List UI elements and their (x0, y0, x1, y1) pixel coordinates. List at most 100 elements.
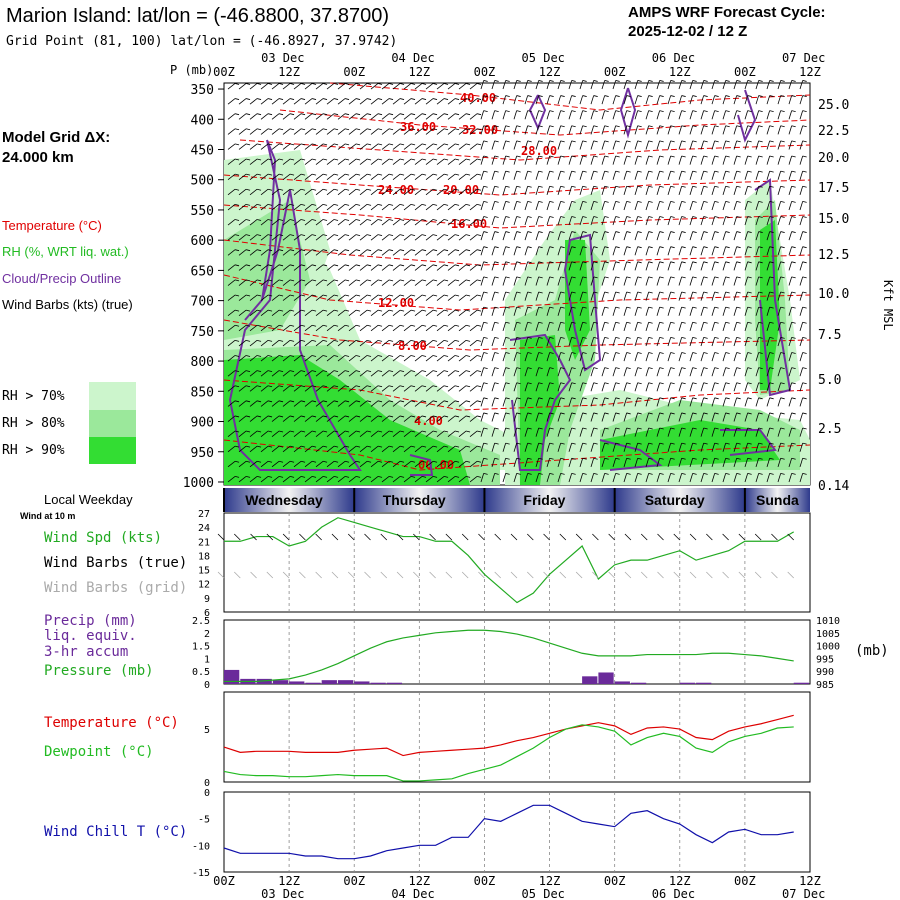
wind-barb (370, 400, 379, 407)
wind-barb-flag (278, 415, 284, 418)
wind-barb-flag (234, 294, 240, 297)
wind-barb-flag (278, 460, 284, 463)
wind-barb (447, 355, 456, 362)
wind-barb-flag (289, 294, 295, 297)
wind-barb (480, 125, 485, 135)
wind-barb (315, 204, 324, 211)
wind-barb (458, 460, 467, 468)
wind-barb-flag (333, 430, 339, 433)
wind-barb (568, 186, 573, 195)
wind-barb (678, 231, 683, 241)
wind-barb-flag (256, 113, 262, 116)
wind-barb (271, 143, 280, 150)
wind-barb-flag (322, 234, 328, 236)
wind-barb-flag (311, 415, 317, 418)
wind-barb (293, 355, 302, 362)
wind-barb (403, 249, 412, 256)
wind-barb-flag (670, 306, 675, 309)
wind-barb-flag (582, 155, 587, 158)
wind-barb-flag (604, 291, 609, 294)
wind-barb-flag (637, 412, 642, 415)
wind-barb-flag (604, 110, 609, 113)
wind-barb (370, 83, 379, 90)
wind-barb-flag (300, 203, 306, 206)
wind-barb (799, 95, 804, 105)
wind-barb (370, 113, 379, 120)
y-tick-label: 400 (191, 113, 214, 128)
wind-barb-flag (659, 140, 664, 143)
temperature-contour-label: 20.00 (443, 183, 479, 197)
wind-barb (480, 291, 485, 301)
wind-barb-flag (421, 83, 427, 85)
wind-barb-flag (432, 370, 438, 372)
wind-barb-flag (527, 246, 532, 249)
wind-barb (392, 460, 401, 468)
wind-barb (689, 110, 694, 120)
wind-barb (348, 264, 357, 271)
wind-barb (799, 125, 804, 135)
wind-barb (799, 337, 804, 347)
wind-barb-flag (256, 309, 262, 312)
wind-barb-flag (454, 113, 460, 116)
rh-region (565, 240, 590, 360)
wind-barb (502, 291, 507, 301)
wind-barb (579, 291, 584, 301)
wind-barb-grid (282, 571, 290, 579)
wind-barb (612, 80, 617, 90)
wind-barb-flag (245, 83, 251, 85)
wind-barb-flag (494, 412, 499, 415)
wind-barb (722, 171, 727, 180)
wind-barb-flag (443, 475, 449, 478)
wind-barb-flag (780, 185, 785, 188)
wind-barb-flag (758, 306, 763, 309)
wind-barb (469, 340, 478, 347)
wind-barb-flag (494, 321, 499, 324)
wind-barb-flag (443, 355, 449, 357)
wind-barb (601, 140, 606, 150)
wind-barb-flag (582, 170, 587, 173)
wind-barb-flag (256, 475, 262, 478)
wind-barb (469, 400, 478, 407)
wind-barb-flag (234, 128, 240, 131)
wind-barb (249, 309, 258, 317)
wind-barbs-grid-label: Wind Barbs (grid) (44, 580, 187, 596)
wind-barb-flag (465, 188, 471, 191)
wind-barb-flag (410, 430, 416, 433)
wind-barb-flag (692, 216, 697, 218)
wind-barb-flag (736, 382, 741, 385)
wind-barb (480, 412, 485, 422)
wind-barb-flag (443, 430, 449, 433)
wind-barb-flag (626, 427, 631, 430)
wind-barb (326, 188, 335, 196)
wind-barb (623, 216, 628, 226)
wind-barb-flag (505, 382, 510, 385)
wind-barb (348, 113, 357, 120)
wind-barb-flag (769, 261, 774, 264)
wind-barb-true (429, 533, 436, 541)
wind-barb (799, 186, 804, 195)
wind-barb (788, 458, 793, 467)
wind-barb-flag (311, 445, 317, 448)
wind-barb-flag (289, 309, 295, 312)
wind-barb (260, 204, 269, 211)
wind-barb (425, 158, 434, 165)
wind-barb-flag (703, 170, 708, 173)
wind-barb-flag (582, 382, 587, 385)
wind-barb-flag (377, 158, 383, 161)
wind-barb-flag (725, 412, 730, 415)
wind-barb (711, 95, 716, 105)
wind-barb-flag (377, 309, 383, 312)
wind-barb-flag (443, 400, 449, 403)
wind-barb (414, 219, 423, 226)
wind-barb-flag (421, 400, 427, 403)
wind-barb (700, 307, 705, 316)
wind-barb-flag (355, 460, 361, 463)
wind-barb (502, 231, 507, 241)
wind-barb-flag (278, 188, 284, 191)
wind-barb (337, 445, 346, 453)
wind-barb-flag (659, 185, 664, 188)
wind-barb-flag (410, 158, 416, 161)
wind-barb (678, 412, 683, 422)
pressure-label: Pressure (mb) (44, 663, 154, 679)
wind-barb-flag (344, 113, 350, 116)
